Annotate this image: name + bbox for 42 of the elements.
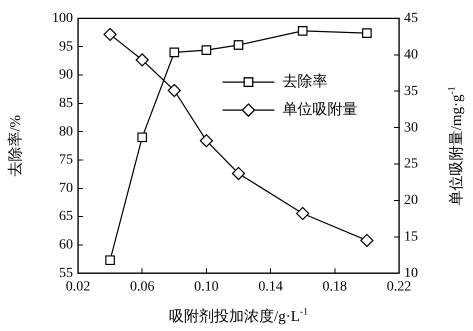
y-tick-label: 65 — [59, 209, 73, 224]
point — [202, 45, 212, 55]
y2-tick-label: 15 — [404, 229, 418, 244]
y-tick-label: 85 — [59, 96, 73, 112]
y2-axis-title: 单位吸附量/mg·g-1 — [446, 86, 465, 206]
y-tick-label: 90 — [59, 68, 73, 83]
y-tick-label: 55 — [59, 266, 73, 281]
x-tick-label: 0.02 — [66, 279, 90, 294]
point — [296, 206, 310, 220]
y-tick-label: 75 — [59, 152, 73, 168]
point — [105, 255, 115, 266]
y2-tick-label: 25 — [404, 156, 418, 172]
x-tick-label: 0.18 — [322, 279, 348, 294]
y2-tick-label: 35 — [404, 84, 418, 99]
point — [168, 84, 181, 98]
point — [137, 132, 148, 142]
x-tick-label: 0.22 — [386, 279, 412, 294]
point — [362, 28, 372, 38]
point — [169, 48, 180, 58]
y2-tick-label: 30 — [404, 120, 418, 136]
y-tick-label: 95 — [59, 39, 73, 54]
y-tick-label: 70 — [59, 180, 73, 196]
x-tick-label: 0.14 — [258, 279, 283, 294]
y2-tick-label: 10 — [404, 266, 418, 281]
y2-tick-label: 20 — [404, 193, 418, 208]
point — [104, 28, 117, 42]
y-axis-title: 去除率/% — [6, 114, 24, 177]
point — [136, 53, 149, 66]
point — [360, 234, 374, 248]
point — [234, 40, 244, 50]
point — [200, 134, 213, 148]
y-tick-label: 100 — [52, 11, 73, 26]
y2-tick-label: 45 — [404, 11, 418, 26]
y2-tick-label: 40 — [404, 47, 418, 62]
y-tick-label: 60 — [59, 238, 73, 253]
legend-label: 去除率 — [282, 73, 328, 90]
x-tick-label: 0.06 — [130, 279, 154, 294]
y-tick-label: 80 — [59, 124, 73, 140]
legend-label: 单位吸附量 — [282, 101, 358, 118]
point — [298, 26, 308, 36]
x-tick-label: 0.10 — [194, 279, 219, 294]
point — [232, 166, 246, 180]
